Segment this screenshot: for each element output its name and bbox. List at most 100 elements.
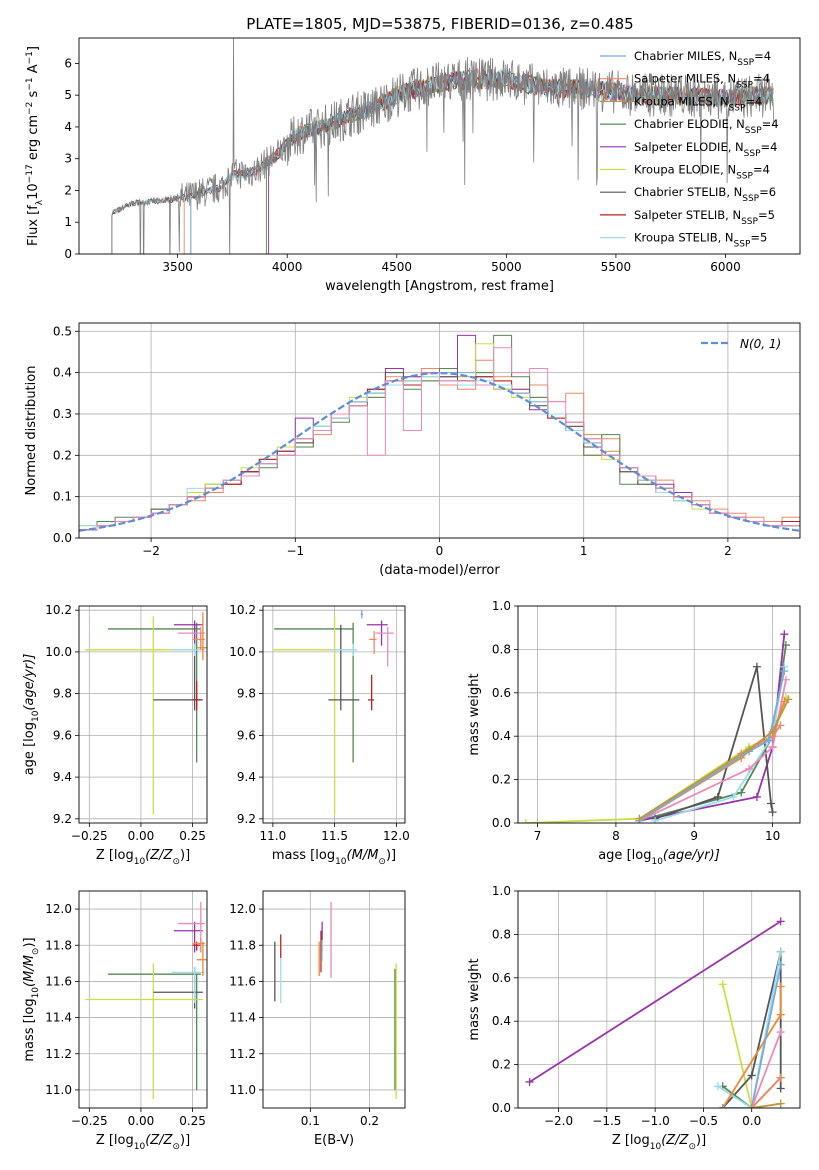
weight-marker bbox=[521, 819, 530, 823]
y-tick-label: 10.0 bbox=[229, 645, 256, 659]
weight-series bbox=[717, 951, 782, 1108]
y-tick-label: 0.4 bbox=[53, 366, 72, 380]
y-tick-label: 9.2 bbox=[53, 812, 72, 826]
y-tick-label: 0.0 bbox=[492, 1101, 511, 1115]
label-part: (M/M bbox=[22, 955, 37, 987]
panel-age_vs_Z: −0.25 0.00 0.259.29.49.69.810.010.2Z [log1… bbox=[22, 603, 208, 867]
y-tick-label: 1.0 bbox=[492, 599, 511, 613]
weight-marker bbox=[764, 736, 773, 745]
y-tick-label: 11.2 bbox=[45, 1047, 72, 1061]
label-part: )] bbox=[696, 1133, 706, 1148]
weight-marker bbox=[776, 917, 785, 926]
label-part: ⊙ bbox=[378, 857, 386, 867]
plot-area bbox=[85, 901, 207, 1099]
y-axis-label: mass weight bbox=[467, 673, 482, 755]
weight-series bbox=[654, 666, 786, 822]
label-part: SSP bbox=[729, 103, 746, 113]
label-part: SSP bbox=[744, 149, 761, 159]
weight-marker bbox=[718, 1104, 727, 1108]
y-tick-label: 11.0 bbox=[229, 1083, 256, 1097]
label-part: Kroupa STELIB, N bbox=[634, 231, 734, 245]
weight-marker bbox=[745, 764, 754, 773]
label-part: ] bbox=[26, 46, 41, 51]
y-tick-label: 0.8 bbox=[492, 927, 511, 941]
panels: 3500 4000 4500 5000 5500 6000 0 1 2 3 4 5 6 wavelengt… bbox=[22, 37, 801, 1152]
x-tick-label: 12.0 bbox=[383, 829, 410, 843]
weight-marker bbox=[767, 799, 776, 808]
panel-age_vs_mass: 11.0 11.5 12.0 9.2 9.4 9.6 9.8 10.0 10.2 mass [lo… bbox=[229, 603, 409, 867]
x-tick-label: 0.0 bbox=[742, 1114, 761, 1128]
plot-area bbox=[85, 612, 207, 815]
y-tick-label: 11.4 bbox=[45, 1011, 72, 1025]
y-tick-label: 4 bbox=[64, 120, 72, 134]
label-part: SSP bbox=[737, 58, 754, 68]
panel-residuals: −2 −1 0 1 2 0.0 0.1 0.2 0.3 0.4 0.5 (data-model)/er… bbox=[24, 322, 801, 578]
weight-marker bbox=[745, 745, 754, 754]
weight-series bbox=[529, 920, 782, 1083]
label-part: Salpeter STELIB, N bbox=[634, 208, 741, 222]
label-part: Salpeter ELODIE, N bbox=[634, 140, 744, 154]
weight-marker bbox=[776, 960, 785, 969]
y-tick-label: 11.2 bbox=[229, 1047, 256, 1061]
label-part: )] bbox=[22, 937, 37, 947]
legend-entry: Salpeter STELIB, NSSP=5 bbox=[634, 208, 775, 227]
label-part: age [log bbox=[22, 722, 37, 775]
weight-marker bbox=[776, 1028, 785, 1037]
label-part: ⊙ bbox=[172, 1142, 180, 1152]
label-part: 10 bbox=[134, 1142, 146, 1152]
label-part: SSP bbox=[742, 194, 759, 204]
x-tick-label: 8 bbox=[612, 829, 620, 843]
label-part: Kroupa MILES, N bbox=[634, 94, 729, 108]
label-part: 10 bbox=[31, 710, 41, 722]
panel-spectrum: 3500 4000 4500 5000 5500 6000 0 1 2 3 4 5 6 wavelengt… bbox=[25, 37, 801, 294]
plot-area bbox=[525, 917, 785, 1108]
y-tick-label: 0.0 bbox=[492, 816, 511, 830]
x-tick-label: 11.5 bbox=[321, 829, 348, 843]
x-tick-label: −1.0 bbox=[641, 1114, 670, 1128]
x-tick-label: 11.0 bbox=[260, 829, 287, 843]
weight-marker bbox=[752, 792, 761, 801]
x-tick-label: 0.25 bbox=[179, 829, 206, 843]
panel-mass_vs_Z: −0.25 0.00 0.25 11.0 11.2 11.4 11.6 11.8 12.0 Z [… bbox=[22, 890, 208, 1152]
label-part: =4 bbox=[761, 140, 778, 154]
x-tick-label: 4000 bbox=[272, 260, 303, 274]
x-tick-label: 1 bbox=[580, 544, 588, 558]
label-part: mass [log bbox=[22, 998, 37, 1061]
weight-marker bbox=[768, 808, 777, 817]
label-part: SSP bbox=[741, 217, 758, 227]
y-tick-label: 0.2 bbox=[492, 1058, 511, 1072]
x-tick-label: 0.1 bbox=[301, 1114, 320, 1128]
legend-entry: Chabrier ELODIE, NSSP=4 bbox=[634, 117, 779, 136]
weight-marker bbox=[752, 662, 761, 671]
y-tick-label: 9.6 bbox=[53, 728, 72, 742]
y-tick-label: 11.4 bbox=[229, 1011, 256, 1025]
label-part: −17 bbox=[25, 164, 35, 183]
figure-title: PLATE=1805, MJD=53875, FIBERID=0136, z=0… bbox=[246, 15, 633, 33]
weight-marker bbox=[768, 727, 777, 736]
x-axis-label: mass [log10(M/M⊙)] bbox=[272, 848, 396, 867]
label-part: Chabrier MILES, N bbox=[634, 49, 737, 63]
weight-marker bbox=[635, 814, 644, 823]
gaussian-curve bbox=[79, 371, 800, 532]
label-part: ⊙ bbox=[172, 857, 180, 867]
label-part: −1 bbox=[25, 77, 35, 90]
x-axis-label: E(B-V) bbox=[314, 1133, 354, 1148]
label-part: =4 bbox=[762, 117, 779, 131]
axes-frame bbox=[78, 322, 801, 539]
y-tick-label: 3 bbox=[64, 152, 72, 166]
spectrum-data-line bbox=[111, 38, 775, 254]
x-tick-label: −0.25 bbox=[71, 1114, 108, 1128]
weight-marker bbox=[747, 1071, 756, 1080]
weight-marker bbox=[776, 721, 785, 730]
label-part: age [log bbox=[598, 848, 651, 863]
weight-marker bbox=[737, 788, 746, 797]
axes-frame bbox=[78, 890, 208, 1109]
y-tick-label: 0.6 bbox=[492, 971, 511, 985]
y-tick-label: 11.0 bbox=[45, 1083, 72, 1097]
label-part: (age/yr)] bbox=[663, 848, 720, 863]
legend-entry: Chabrier MILES, NSSP=4 bbox=[634, 49, 771, 68]
x-axis-label: wavelength [Angstrom, rest frame] bbox=[325, 279, 554, 294]
y-tick-label: 11.6 bbox=[45, 974, 72, 988]
